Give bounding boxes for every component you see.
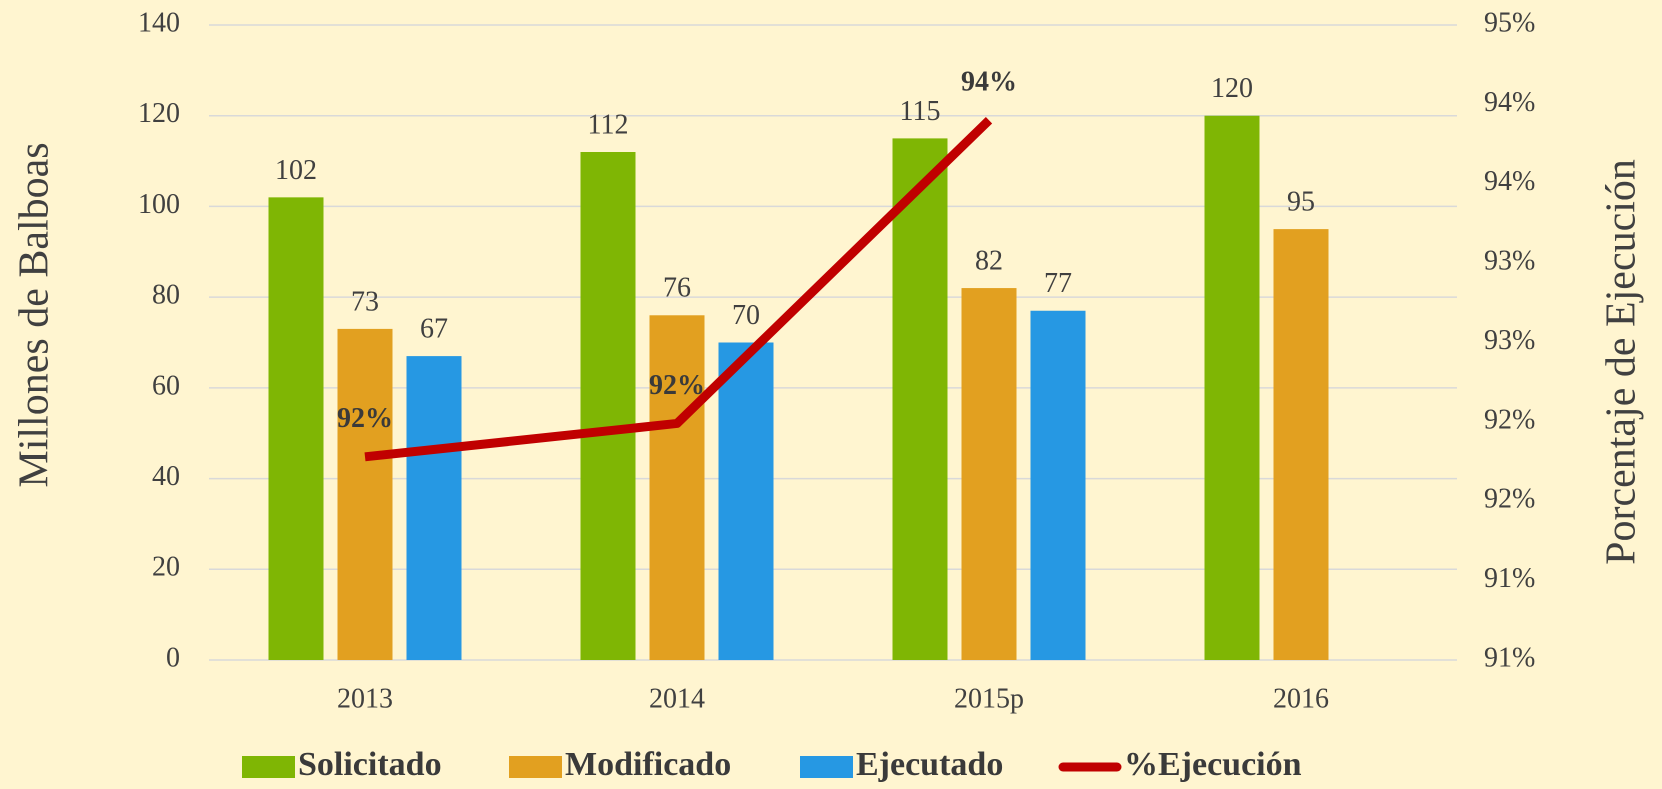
y-tick-label: 60 xyxy=(152,370,180,401)
bar xyxy=(337,328,393,660)
bar xyxy=(268,197,324,660)
data-label: 95 xyxy=(1287,187,1315,218)
y-tick-label: 40 xyxy=(152,461,180,492)
y-tick-label: 0 xyxy=(166,642,180,673)
y-tick-label: 120 xyxy=(138,98,180,129)
data-label: 112 xyxy=(588,109,629,140)
data-label: 120 xyxy=(1211,73,1253,104)
bar xyxy=(1204,115,1260,660)
data-label: 67 xyxy=(420,314,448,345)
line xyxy=(364,117,993,462)
data-label: 76 xyxy=(663,273,691,304)
y2-tick-label: 94% xyxy=(1484,166,1535,197)
data-label: 115 xyxy=(900,96,941,127)
data-label: 92% xyxy=(649,370,705,401)
data-label: 82 xyxy=(975,245,1003,276)
bar xyxy=(1030,310,1086,660)
data-label: 94% xyxy=(961,67,1017,98)
bar xyxy=(649,315,705,660)
y2-tick-label: 92% xyxy=(1484,404,1535,435)
bar xyxy=(1273,229,1329,660)
y2-tick-label: 93% xyxy=(1484,325,1535,356)
y2-tick-label: 95% xyxy=(1484,7,1535,38)
y2-tick-label: 94% xyxy=(1484,87,1535,118)
x-tick-label: 2016 xyxy=(1273,683,1329,714)
data-label: 70 xyxy=(732,300,760,331)
x-tick-label: 2015p xyxy=(954,683,1024,714)
legend-label: Ejecutado xyxy=(856,746,1003,783)
bar xyxy=(892,138,948,661)
y2-tick-label: 93% xyxy=(1484,246,1535,277)
data-label: 102 xyxy=(275,155,317,186)
y2-tick-label: 91% xyxy=(1484,642,1535,673)
y2-tick-label: 92% xyxy=(1484,484,1535,515)
legend-label: Solicitado xyxy=(298,746,442,783)
bar xyxy=(406,356,462,660)
data-label: 92% xyxy=(337,403,393,434)
legend-swatch xyxy=(242,756,295,778)
legend-swatch xyxy=(800,756,853,778)
y-tick-label: 80 xyxy=(152,280,180,311)
data-label: 73 xyxy=(351,286,379,317)
bar xyxy=(580,152,636,660)
bar xyxy=(718,342,774,660)
y-tick-label: 100 xyxy=(138,189,180,220)
y-tick-label: 20 xyxy=(152,552,180,583)
legend-label: %Ejecución xyxy=(1124,746,1302,783)
legend-swatch xyxy=(509,756,562,778)
y2-tick-label: 91% xyxy=(1484,563,1535,594)
bar xyxy=(961,288,1017,660)
x-tick-label: 2013 xyxy=(337,683,393,714)
y-tick-label: 140 xyxy=(138,7,180,38)
x-tick-label: 2014 xyxy=(649,683,705,714)
y-axis-title: Millones de Balboas xyxy=(12,142,58,487)
legend-label: Modificado xyxy=(565,746,731,783)
y2-axis-title: Porcentaje de Ejecución xyxy=(1599,159,1645,565)
data-label: 77 xyxy=(1044,268,1072,299)
